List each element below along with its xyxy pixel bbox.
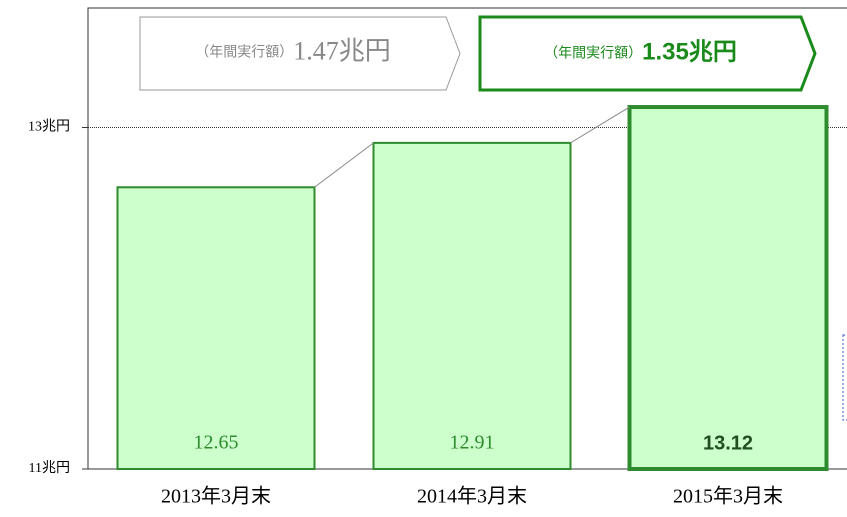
annotation: （年間実行額）1.47兆円: [195, 36, 391, 65]
annotation: （年間実行額）1.35兆円: [544, 39, 737, 66]
annotation-box: [139, 16, 461, 91]
x-tick-label: 2014年3月末: [417, 485, 527, 508]
bar: [372, 141, 572, 470]
annotation-text: 1.47兆円: [293, 36, 391, 65]
x-tick-label: 2015年3月末: [673, 485, 783, 508]
value-label: 12.91: [450, 432, 495, 454]
value-label: 12.65: [194, 432, 239, 454]
partial-box: [842, 334, 847, 421]
annotation-prefix: （年間実行額）: [544, 44, 642, 60]
annotation-text: 1.35兆円: [642, 39, 737, 66]
annotation-prefix: （年間実行額）: [195, 45, 293, 61]
connector: [570, 106, 630, 144]
value-label: 13.12: [703, 432, 753, 454]
bar: [627, 105, 829, 471]
connector: [314, 142, 374, 188]
y-tick-label: 13兆円: [28, 119, 70, 135]
y-tick-label: 11兆円: [29, 460, 70, 476]
bar: [116, 186, 316, 470]
x-tick-label: 2013年3月末: [161, 485, 271, 508]
annotation-box: [478, 15, 817, 92]
